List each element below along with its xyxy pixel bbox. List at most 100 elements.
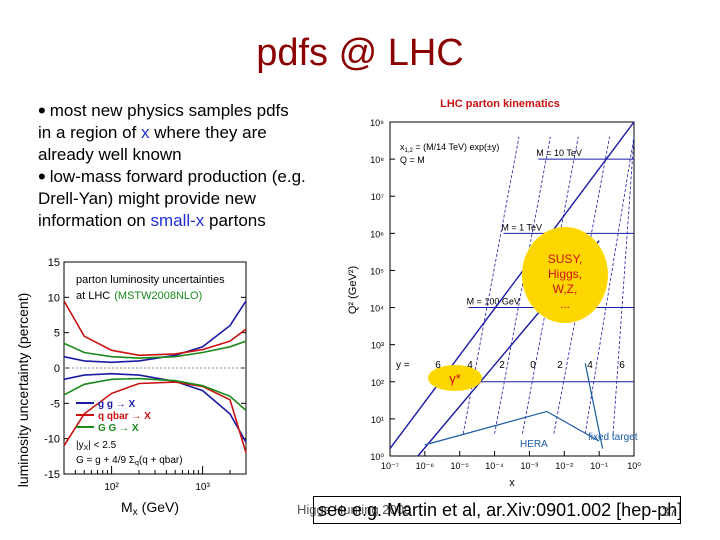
kin-title: LHC parton kinematics (440, 98, 560, 110)
kin-x-tick-label: 10⁻⁴ (485, 461, 504, 471)
lumi-legend-title: parton luminosity uncertainties (76, 274, 225, 286)
lumi-legend-label: G G → X (98, 423, 139, 434)
gamma-highlight (428, 365, 482, 391)
susy-text-4: ... (560, 297, 570, 311)
lumi-y-tick-label: 10 (48, 292, 60, 304)
bullet-2-text: low-mass forward production (e.g. (49, 167, 306, 186)
lumi-x-tick-label: 10² (104, 482, 119, 493)
kin-rapidity-line (462, 136, 520, 434)
bullet-2-smallx: small-x (150, 211, 205, 230)
kin-y-tick-label: 10⁶ (370, 229, 384, 239)
kin-mass-label: M = 10 TeV (536, 148, 582, 158)
kin-y-tick-label: 10⁵ (370, 266, 384, 276)
lumi-x-tick-label: 10³ (195, 482, 210, 493)
kin-lines: M = 10 TeV M = 1 TeV M = 100 GeV M = 10 GeV (389, 121, 635, 457)
kin-y-tick-label: 10⁷ (371, 192, 384, 202)
kin-x-tick-label: 10⁻⁵ (450, 461, 469, 471)
lumi-series-group (63, 300, 247, 454)
kin-y-tick-label: 10⁹ (370, 118, 384, 128)
kin-y-tick-label: 10⁸ (370, 155, 384, 165)
lumi-plot-frame (63, 261, 247, 475)
lumi-legend: g g → Xq qbar → XG G → X (76, 399, 151, 434)
lumi-y-ticks: 15 10 5 0 -5 -10 -15 (44, 257, 246, 481)
bullet-1-line3: already well known (38, 145, 182, 164)
kin-x-tick-label: 10⁰ (627, 461, 641, 471)
gamma-text: γ* (449, 371, 461, 386)
lumi-ylabel: luminosity uncertainty (percent) (15, 293, 31, 488)
kin-fixed-target-boundary (584, 363, 604, 449)
lumi-y-tick-label: -15 (44, 469, 60, 481)
footer-event: Higgs Hunting 2009 (297, 502, 412, 517)
kin-y-tick-label: 10³ (371, 341, 384, 351)
fixed-target-label: fixed target (588, 432, 638, 443)
kin-ylabel: Q² (GeV²) (347, 266, 359, 314)
lumi-legend-label: g g → X (98, 399, 136, 410)
kin-mass-label: M = 100 GeV (467, 297, 520, 307)
kin-rapidity-line (584, 136, 635, 434)
susy-text-2: Higgs, (548, 267, 582, 281)
bullet-1-line2-b: where they are (149, 123, 267, 142)
kin-y-ticks: 10⁹ 10⁸ 10⁷ 10⁶ 10⁵ 10⁴ 10³ 10² 10¹ 10⁰ (370, 118, 395, 462)
kin-rapidity-value: 4 (587, 360, 593, 371)
bullet-2-line2: Drell-Yan) might provide new (38, 189, 256, 208)
lumi-xlabel: Mx (GeV) (121, 499, 179, 518)
kin-rapidity-value: 6 (619, 360, 625, 371)
lumi-legend-subtitle: at LHC (MSTW2008NLO) (76, 290, 202, 302)
kin-boundary-line (417, 240, 600, 457)
lumi-legend-label: q qbar → X (98, 411, 151, 422)
kin-rapidity-line (522, 136, 579, 434)
lumi-series-upper (63, 300, 247, 364)
bullet-1-x: x (141, 123, 150, 142)
footer-reference: see e.g. Martin et al, ar.Xiv:0901.002 [… (318, 500, 683, 520)
kin-y-tick-label: 10⁴ (370, 304, 384, 314)
susy-text-1: SUSY, (548, 252, 582, 266)
bullet-1: • most new physics samples pdfs (38, 100, 368, 122)
kin-rapidity-value: 4 (467, 360, 473, 371)
kin-y-tick-label: 10² (371, 378, 384, 388)
bullet-dot: • (38, 98, 46, 123)
kin-y-tick-label: 10⁰ (370, 452, 384, 462)
lumi-series-upper (63, 300, 247, 357)
kin-x-tick-label: 10⁻⁶ (416, 461, 435, 471)
lumi-legend-definition: G = g + 4/9 Σq(q + qbar) (76, 455, 183, 467)
lumi-y-tick-label: -5 (50, 398, 60, 410)
susy-text-3: W,Z, (553, 282, 578, 296)
kin-hera-boundary (424, 410, 600, 446)
lumi-y-tick-label: 5 (54, 328, 60, 340)
kin-x-tick-label: 10⁻² (555, 461, 573, 471)
bullet-2-line3: information on small-x partons (38, 210, 368, 232)
kin-rapidity-value: 0 (530, 360, 536, 371)
kin-rapidity-value: 2 (499, 360, 505, 371)
bullet-1-line2-a: in a region of (38, 123, 142, 142)
kin-boundary-line (389, 121, 635, 449)
kin-x-tick-label: 10⁻³ (521, 461, 539, 471)
slide-title: pdfs @ LHC (256, 32, 464, 74)
kin-rapidity-values: 6 4 2 0 2 4 6 (435, 360, 625, 371)
kin-plot-frame (389, 121, 635, 457)
lumi-y-tick-label: 15 (48, 257, 60, 269)
kin-rapidity-value: 6 (435, 360, 441, 371)
lumi-series-lower (63, 372, 247, 443)
bullet-list: • most new physics samples pdfs in a regi… (38, 100, 368, 232)
bullet-dot: • (38, 164, 46, 189)
bullet-1-line2: in a region of x where they are (38, 122, 368, 144)
bullet-1-text: most new physics samples pdfs (49, 101, 289, 120)
susy-highlight (522, 227, 608, 323)
kin-rapidity-line (612, 136, 635, 434)
kin-rapidity-line (494, 136, 551, 434)
kin-mass-label: M = 1 TeV (501, 222, 542, 232)
hera-label: HERA (520, 439, 548, 450)
kin-rapidity-line (553, 136, 610, 434)
lumi-legend-rapidity: |yX| < 2.5 (76, 440, 117, 452)
kin-x-tick-label: 10⁻¹ (590, 461, 608, 471)
lumi-series-lower (63, 377, 247, 412)
kin-rapidity-value: 2 (557, 360, 563, 371)
lumi-series-lower (63, 381, 247, 454)
kin-y-tick-label: 10¹ (371, 415, 384, 425)
lumi-x-ticks: 10² 10³ (63, 466, 247, 493)
kin-mass-label: M = 10 GeV (432, 371, 480, 381)
lumi-y-tick-label: -10 (44, 434, 60, 446)
bullet-2-line3-b: partons (204, 211, 266, 230)
